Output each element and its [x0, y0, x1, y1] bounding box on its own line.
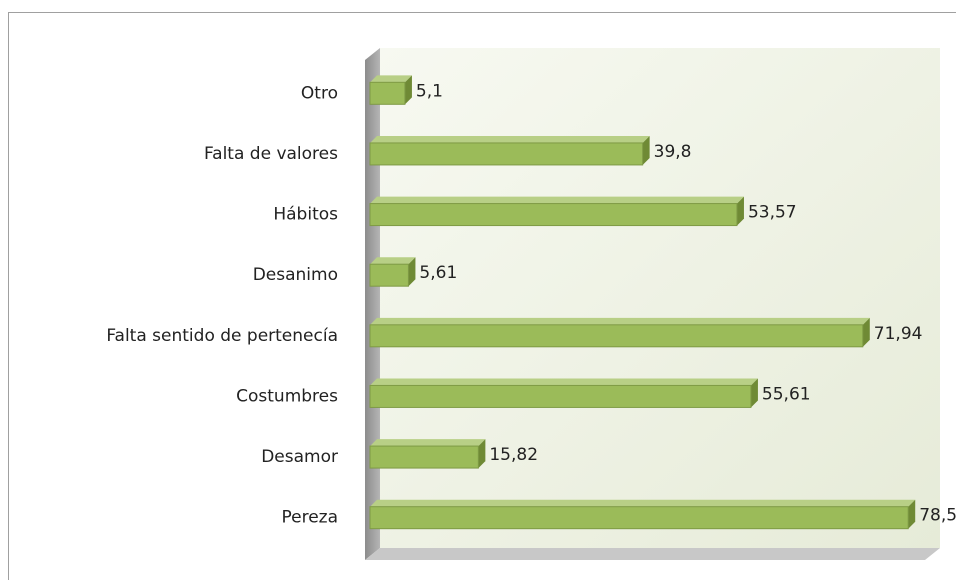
bar-side	[408, 257, 416, 287]
bar-top	[370, 75, 412, 83]
bar	[369, 257, 416, 287]
bar	[369, 196, 744, 227]
bar-side	[750, 378, 758, 408]
bar-top	[370, 378, 758, 386]
y-tick-label: Hábitos	[273, 205, 338, 225]
value-label: 5,61	[419, 263, 457, 283]
y-tick-label: Falta de valores	[204, 144, 338, 164]
bar-top	[370, 257, 416, 265]
side-wall	[365, 48, 380, 560]
bar-side	[642, 135, 650, 165]
bar-front	[369, 203, 738, 227]
bar-front	[369, 445, 479, 469]
bar-top	[370, 135, 650, 143]
y-tick-label: Desamor	[261, 447, 338, 467]
bar-side	[736, 196, 744, 226]
y-tick-label: Otro	[301, 83, 338, 103]
bar-top	[370, 439, 486, 447]
bar-front	[369, 506, 909, 530]
bar-side	[908, 499, 916, 529]
value-label: 55,61	[762, 384, 811, 404]
bar	[369, 317, 870, 348]
value-label: 5,1	[416, 81, 443, 101]
value-label: 78,57	[919, 506, 956, 526]
value-label: 39,8	[654, 142, 692, 162]
back-wall	[380, 48, 940, 548]
bar-front	[369, 263, 409, 287]
bar-side	[478, 439, 486, 469]
bar-front	[369, 142, 644, 166]
bar	[369, 378, 758, 408]
bar-side	[862, 317, 870, 347]
bar-front	[369, 324, 864, 348]
value-label: 71,94	[874, 324, 923, 344]
value-label: 15,82	[489, 445, 538, 465]
bar-front	[369, 81, 406, 105]
bar-top	[370, 499, 916, 507]
floor	[365, 548, 940, 560]
y-tick-label: Costumbres	[236, 386, 338, 406]
bar-side	[404, 75, 412, 105]
bar	[369, 135, 650, 166]
y-tick-label: Desanimo	[253, 265, 338, 285]
bar-top	[370, 317, 870, 325]
bar	[369, 499, 916, 530]
y-tick-label: Falta sentido de pertenecía	[106, 326, 338, 346]
bar-top	[370, 196, 744, 204]
bar-front	[369, 384, 752, 408]
value-label: 53,57	[748, 203, 797, 223]
bar	[369, 75, 412, 105]
y-tick-label: Pereza	[281, 508, 338, 528]
bar	[369, 439, 486, 469]
